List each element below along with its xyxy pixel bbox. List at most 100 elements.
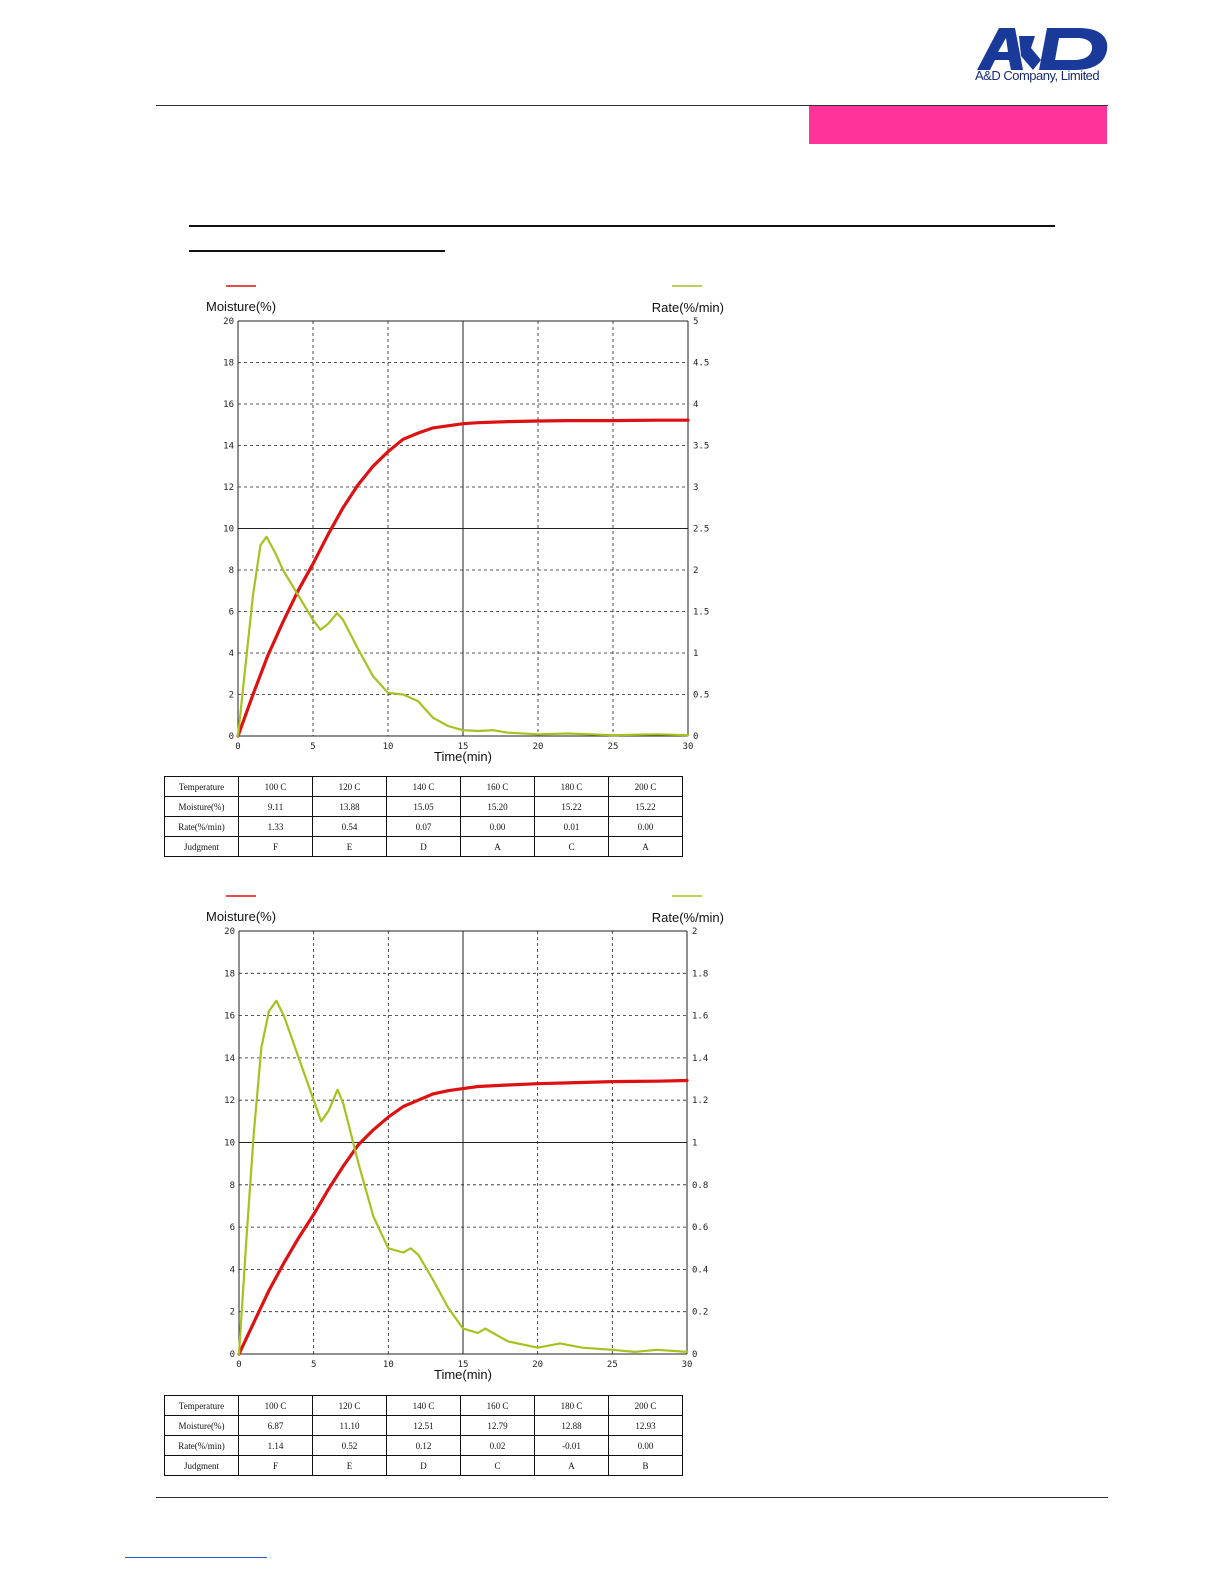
y2-tick-label: 1 <box>692 1139 697 1149</box>
table-cell: 12.93 <box>608 1415 683 1436</box>
right-axis-title: Rate(%/min) <box>652 910 724 925</box>
company-name: A&D Company, Limited <box>975 68 1100 83</box>
table-cell: 0.00 <box>460 816 535 837</box>
table-cell: E <box>312 1455 387 1476</box>
y-tick-label: 14 <box>224 1054 235 1064</box>
table-cell: 11.10 <box>312 1415 387 1436</box>
y-tick-label: 6 <box>229 608 234 618</box>
row-header-cell: Judgment <box>164 836 239 857</box>
drying-curve-chart-1: Moisture(%) Rate(%/min)Time(min)024681012… <box>206 285 724 764</box>
results-table-1: Temperature 100 C 120 C 140 C 160 C 180 C 200 … <box>164 776 683 857</box>
y2-tick-label: 3.5 <box>693 442 709 452</box>
right-axis-title: Rate(%/min) <box>652 300 724 315</box>
drying-curve-chart-2: Moisture(%) Rate(%/min)Time(min)024681012… <box>206 895 724 1382</box>
table-cell: A <box>534 1455 609 1476</box>
x-tick-label: 5 <box>311 1360 316 1370</box>
table-cell: 0.07 <box>386 816 461 837</box>
table-cell: 6.87 <box>238 1415 313 1436</box>
table-cell: E <box>312 836 387 857</box>
y2-tick-label: 0.2 <box>692 1308 708 1318</box>
table-cell: 15.22 <box>534 796 609 817</box>
table-cell: 0.00 <box>608 1435 683 1456</box>
x-tick-label: 20 <box>532 1360 543 1370</box>
footer-link-underline <box>125 1557 267 1558</box>
table-cell: A <box>460 836 535 857</box>
table-cell: 100 C <box>238 776 313 797</box>
table-row: Rate(%/min) 1.33 0.54 0.07 0.00 0.01 0.00 <box>164 816 683 837</box>
y2-tick-label: 0.5 <box>693 691 709 701</box>
y-tick-label: 18 <box>223 359 234 369</box>
x-tick-label: 30 <box>683 742 694 752</box>
table-row: Temperature 100 C 120 C 140 C 160 C 180 C 200 … <box>164 1395 683 1416</box>
table-cell: 9.11 <box>238 796 313 817</box>
table-cell: -0.01 <box>534 1435 609 1456</box>
x-tick-label: 0 <box>236 1360 241 1370</box>
y-tick-label: 0 <box>230 1350 235 1360</box>
table-row: Temperature 100 C 120 C 140 C 160 C 180 C 200 … <box>164 776 683 797</box>
y2-tick-label: 4.5 <box>693 359 709 369</box>
table-cell: C <box>534 836 609 857</box>
table-cell: 15.20 <box>460 796 535 817</box>
row-header-cell: Rate(%/min) <box>164 816 239 837</box>
y2-tick-label: 1.8 <box>692 969 708 979</box>
row-header-cell: Judgment <box>164 1455 239 1476</box>
table-row: Moisture(%) 9.11 13.88 15.05 15.20 15.22 15.22 <box>164 796 683 817</box>
table-cell: 12.88 <box>534 1415 609 1436</box>
table-cell: 12.79 <box>460 1415 535 1436</box>
table-row: Rate(%/min) 1.14 0.52 0.12 0.02 -0.01 0.00 <box>164 1435 683 1456</box>
table-cell: 100 C <box>238 1395 313 1416</box>
moisture-series-line <box>236 418 690 738</box>
y-tick-label: 14 <box>223 442 234 452</box>
y2-tick-label: 1.5 <box>693 608 709 618</box>
header-divider <box>156 105 1108 106</box>
table-cell: 1.14 <box>238 1435 313 1456</box>
table-row: Judgment F E D C A B <box>164 1455 683 1476</box>
x-axis-title: Time(min) <box>434 1367 492 1382</box>
table-cell: 200 C <box>608 776 683 797</box>
y-tick-label: 4 <box>229 649 234 659</box>
y2-tick-label: 2 <box>693 566 698 576</box>
table-cell: 200 C <box>608 1395 683 1416</box>
table-cell: 140 C <box>386 776 461 797</box>
y-tick-label: 6 <box>230 1223 235 1233</box>
y-tick-label: 16 <box>223 400 234 410</box>
table-cell: B <box>608 1455 683 1476</box>
row-header-cell: Moisture(%) <box>164 796 239 817</box>
rate-series-line <box>237 999 689 1356</box>
logo-letter-a <box>977 28 1023 70</box>
table-cell: 0.12 <box>386 1435 461 1456</box>
table-row: Moisture(%) 6.87 11.10 12.51 12.79 12.88 12.93 <box>164 1415 683 1436</box>
table-cell: 0.54 <box>312 816 387 837</box>
table-cell: C <box>460 1455 535 1476</box>
y-tick-label: 0 <box>229 732 234 742</box>
y-tick-label: 4 <box>230 1265 235 1275</box>
x-tick-label: 10 <box>383 742 394 752</box>
x-tick-label: 25 <box>608 742 619 752</box>
y-tick-label: 12 <box>224 1096 235 1106</box>
left-axis-title: Moisture(%) <box>206 299 276 314</box>
y2-tick-label: 0 <box>693 732 698 742</box>
table-cell: F <box>238 1455 313 1476</box>
y2-tick-label: 3 <box>693 483 698 493</box>
y-tick-label: 16 <box>224 1012 235 1022</box>
x-tick-label: 15 <box>458 742 469 752</box>
y-tick-label: 18 <box>224 969 235 979</box>
y2-tick-label: 1.4 <box>692 1054 708 1064</box>
company-logo <box>977 28 1108 70</box>
table-cell: 15.22 <box>608 796 683 817</box>
y2-tick-label: 1 <box>693 649 698 659</box>
y2-tick-label: 1.2 <box>692 1096 708 1106</box>
title-underline <box>189 225 1055 227</box>
table-cell: 180 C <box>534 776 609 797</box>
table-cell: 0.02 <box>460 1435 535 1456</box>
y2-tick-label: 0.6 <box>692 1223 708 1233</box>
moisture-series-line <box>237 1078 689 1356</box>
section-banner <box>809 106 1107 144</box>
table-cell: 12.51 <box>386 1415 461 1436</box>
row-header-cell: Moisture(%) <box>164 1415 239 1436</box>
y2-tick-label: 2.5 <box>693 525 709 535</box>
row-header-cell: Rate(%/min) <box>164 1435 239 1456</box>
x-tick-label: 5 <box>310 742 315 752</box>
x-tick-label: 30 <box>682 1360 693 1370</box>
row-header-cell: Temperature <box>164 1395 239 1416</box>
